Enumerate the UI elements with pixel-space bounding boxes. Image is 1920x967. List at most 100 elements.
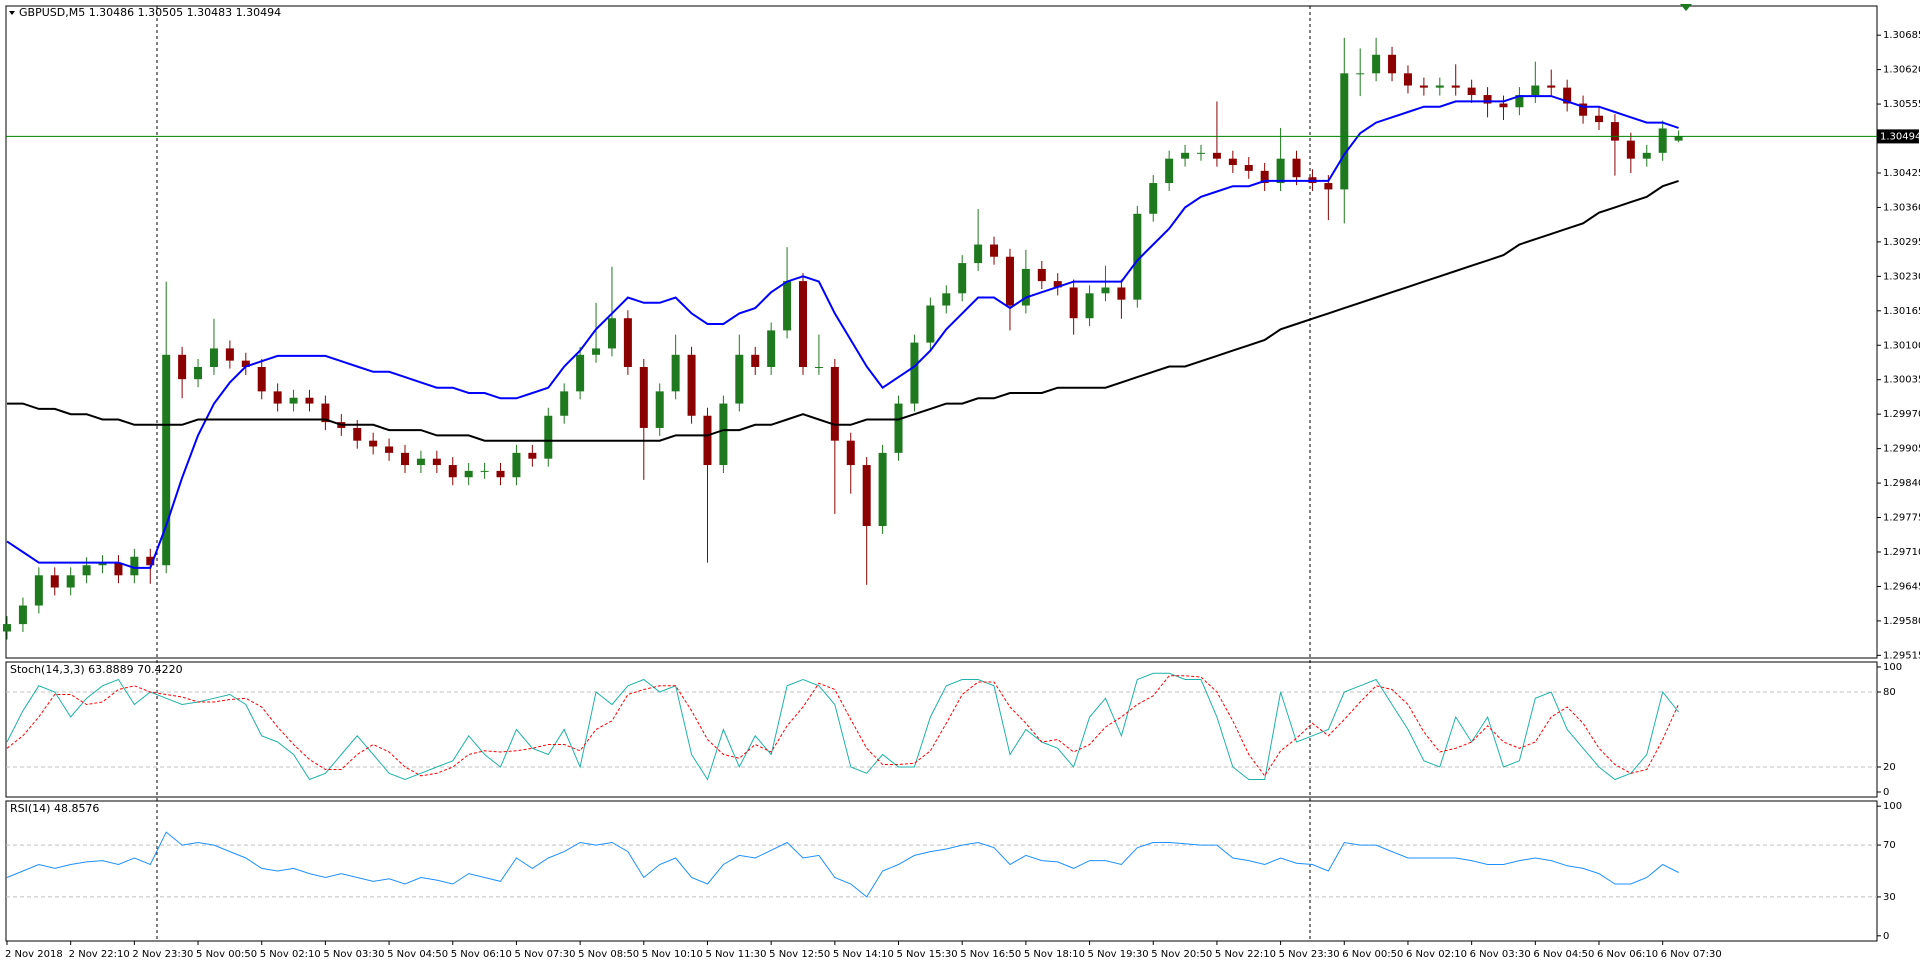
candle-body: [878, 452, 887, 527]
candle-body: [783, 281, 792, 331]
candle-body: [34, 575, 43, 606]
indicator-line: [7, 179, 1679, 442]
candle-body: [273, 391, 282, 404]
y-tick-label: 1.29905: [1883, 444, 1920, 455]
y-tick-label: 30: [1883, 892, 1896, 903]
candle-body: [1356, 73, 1365, 75]
candle-body: [512, 452, 521, 478]
candle-body: [639, 366, 648, 428]
y-tick-label: 1.30295: [1883, 237, 1920, 248]
y-tick-label: 0: [1883, 931, 1889, 942]
candle-body: [1403, 73, 1412, 86]
candle-body: [1595, 115, 1603, 123]
menu-arrow: [9, 11, 15, 15]
indicator-line: [6, 831, 1679, 898]
candle-body: [1212, 152, 1221, 159]
y-tick-label: 1.29645: [1883, 581, 1920, 592]
candle-body: [1626, 140, 1635, 159]
y-tick-label: 1.29775: [1883, 513, 1920, 524]
candle-body: [1165, 158, 1174, 184]
candle-body: [1419, 85, 1428, 88]
y-tick-label: 1.29970: [1883, 409, 1920, 420]
symbol-title: GBPUSD,M5 1.30486 1.30505 1.30483 1.3049…: [19, 6, 281, 19]
candle-body: [576, 354, 585, 392]
x-tick-label: 6 Nov 03:30: [1470, 949, 1531, 960]
candle-body: [130, 556, 139, 576]
y-tick-label: 1.29580: [1883, 616, 1920, 627]
y-tick-label: 1.30230: [1883, 271, 1920, 282]
indicator-line: [6, 672, 1679, 781]
candle-body: [942, 293, 951, 306]
candle-body: [305, 397, 314, 404]
candle-body: [1037, 268, 1046, 282]
candle-body: [1149, 183, 1158, 214]
candle-body: [464, 470, 473, 478]
y-tick-label: 1.29515: [1883, 650, 1920, 661]
candle-body: [814, 366, 823, 368]
candle-body: [1276, 158, 1285, 184]
candle-body: [1133, 213, 1142, 300]
candle-body: [162, 354, 171, 566]
candle-body: [401, 452, 409, 466]
candle-body: [1117, 287, 1126, 300]
candle-body: [607, 318, 616, 349]
stoch-panel: [5, 661, 1878, 798]
candle-body: [671, 354, 680, 392]
candle-body: [1674, 136, 1683, 141]
candle-body: [66, 575, 75, 588]
x-tick-label: 5 Nov 20:50: [1151, 949, 1212, 960]
y-tick-label: 1.30035: [1883, 375, 1920, 386]
candle-body: [1021, 268, 1030, 306]
x-tick-label: 6 Nov 04:50: [1533, 949, 1594, 960]
x-tick-label: 6 Nov 00:50: [1342, 949, 1403, 960]
candle-body: [1451, 85, 1460, 88]
y-tick-label: 20: [1883, 762, 1896, 773]
candle-body: [1101, 287, 1110, 294]
candle-body: [448, 465, 457, 478]
candle-body: [369, 440, 378, 447]
price-panel: [5, 5, 1878, 659]
y-tick-label: 100: [1883, 801, 1902, 812]
x-tick-label: 5 Nov 06:10: [451, 949, 512, 960]
candle-body: [655, 391, 664, 428]
x-tick-label: 5 Nov 03:30: [323, 949, 384, 960]
current-price-label: 1.30494: [1880, 131, 1920, 142]
candle-body: [528, 452, 537, 459]
candle-body: [926, 305, 935, 343]
candle-body: [3, 624, 11, 632]
x-tick-label: 5 Nov 00:50: [196, 949, 257, 960]
x-tick-label: 5 Nov 08:50: [578, 949, 639, 960]
y-tick-label: 1.30360: [1883, 202, 1920, 213]
y-tick-label: 1.30425: [1883, 168, 1920, 179]
candle-body: [1531, 85, 1540, 96]
candle-body: [910, 342, 919, 404]
candle-body: [703, 415, 712, 466]
candle-body: [416, 458, 425, 466]
y-tick-label: 100: [1883, 662, 1902, 673]
x-tick-label: 5 Nov 02:10: [260, 949, 321, 960]
candle-body: [321, 403, 330, 423]
x-tick-label: 5 Nov 07:30: [514, 949, 575, 960]
candle-body: [82, 565, 91, 576]
candle-body: [846, 440, 855, 466]
candle-body: [1388, 54, 1397, 74]
candle-body: [289, 397, 298, 404]
candle-body: [990, 244, 999, 257]
candle-body: [385, 446, 394, 453]
candle-body: [146, 556, 155, 566]
candle-body: [1069, 287, 1078, 319]
candle-body: [1435, 85, 1444, 88]
candle-body: [1324, 183, 1333, 190]
candle-body: [1181, 152, 1190, 159]
candle-body: [1340, 73, 1349, 190]
indicator-line: [6, 95, 1679, 569]
candle-body: [432, 458, 441, 466]
y-tick-label: 0: [1883, 787, 1889, 798]
candle-body: [735, 354, 744, 404]
candle-body: [958, 263, 967, 294]
candle-body: [1260, 170, 1269, 184]
current-price-box: [1877, 129, 1919, 144]
y-tick-label: 70: [1883, 840, 1896, 851]
indicator-line: [6, 675, 1680, 777]
